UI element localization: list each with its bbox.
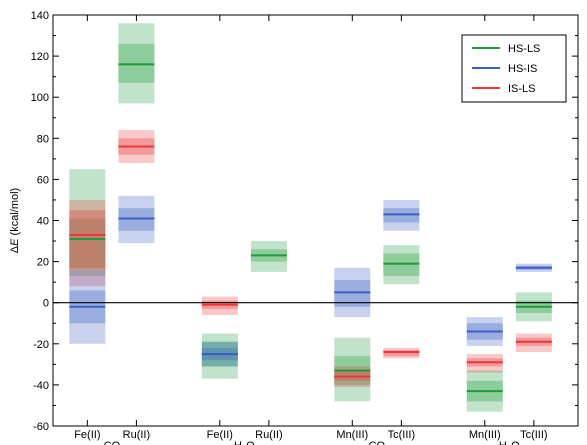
band-outer-hs-is [383, 199, 420, 231]
band-inner-hs-is [383, 208, 420, 223]
y-label-delta: Δ [9, 245, 21, 253]
y-tick-label: 20 [37, 257, 49, 269]
band-outer-is-ls [515, 333, 552, 353]
legend: HS-LS HS-IS IS-LS [461, 34, 567, 103]
y-tick-label: 0 [43, 298, 49, 310]
band-outer-is-ls [466, 354, 503, 373]
band-inner-is-ls [69, 210, 106, 270]
band-inner-is-ls [334, 370, 371, 381]
band-outer-is-ls [383, 347, 420, 359]
x-tick-label: Tc(III) [520, 429, 548, 441]
band-outer-is-ls [69, 199, 106, 287]
y-label-variable: E [9, 238, 21, 246]
x-axis: Fe(II) Ru(II) Fe(II) Ru(II) Mn(III) Tc(III) Mn… [74, 15, 548, 445]
band-outer-hs-is [118, 195, 155, 244]
y-tick-label: -60 [33, 421, 49, 433]
band-outer-hs-ls [69, 169, 106, 276]
x-tick-label: Ru(II) [255, 429, 283, 441]
band-inner-hs-is [118, 208, 155, 231]
band-outer-hs-ls [334, 337, 371, 402]
y-axis: -60 -40 -20 0 20 40 60 80 100 120 140 [31, 10, 578, 433]
x-tick-label: Fe(II) [207, 429, 233, 441]
legend-label: HS-LS [508, 43, 540, 55]
band-inner-is-ls [383, 349, 420, 357]
y-tick-label: 80 [37, 133, 49, 145]
x-tick-label: Fe(II) [74, 429, 100, 441]
legend-label: HS-IS [508, 63, 537, 75]
band-outer-hs-ls [201, 333, 238, 379]
band-outer-hs-ls [383, 245, 420, 285]
y-tick-label: 140 [31, 10, 49, 22]
x-tick-label: Tc(III) [388, 429, 416, 441]
group-label: H₂O [499, 440, 520, 445]
group-label: CO [104, 440, 121, 445]
y-tick-label: 100 [31, 92, 49, 104]
band-outer-hs-ls [118, 23, 155, 104]
band-outer-hs-ls [250, 241, 287, 272]
x-tick-label: Ru(II) [123, 429, 151, 441]
legend-label: IS-LS [508, 83, 536, 95]
y-tick-label: -20 [33, 339, 49, 351]
x-tick-label: Mn(III) [469, 429, 501, 441]
y-tick-label: -40 [33, 380, 49, 392]
y-label-unit: (kcal/mol) [9, 188, 21, 239]
y-axis-label: ΔE (kcal/mol) [9, 188, 21, 253]
band-inner-hs-ls [383, 253, 420, 276]
band-inner-hs-ls [118, 43, 155, 83]
band-outer-is-ls [201, 296, 238, 316]
y-tick-label: 40 [37, 216, 49, 228]
band-inner-hs-ls [69, 218, 106, 268]
group-label: CO [369, 440, 386, 445]
means-layer [69, 63, 552, 393]
y-tick-label: 60 [37, 174, 49, 186]
y-tick-label: 120 [31, 51, 49, 63]
group-label: H₂O [234, 440, 255, 445]
x-tick-label: Mn(III) [336, 429, 368, 441]
